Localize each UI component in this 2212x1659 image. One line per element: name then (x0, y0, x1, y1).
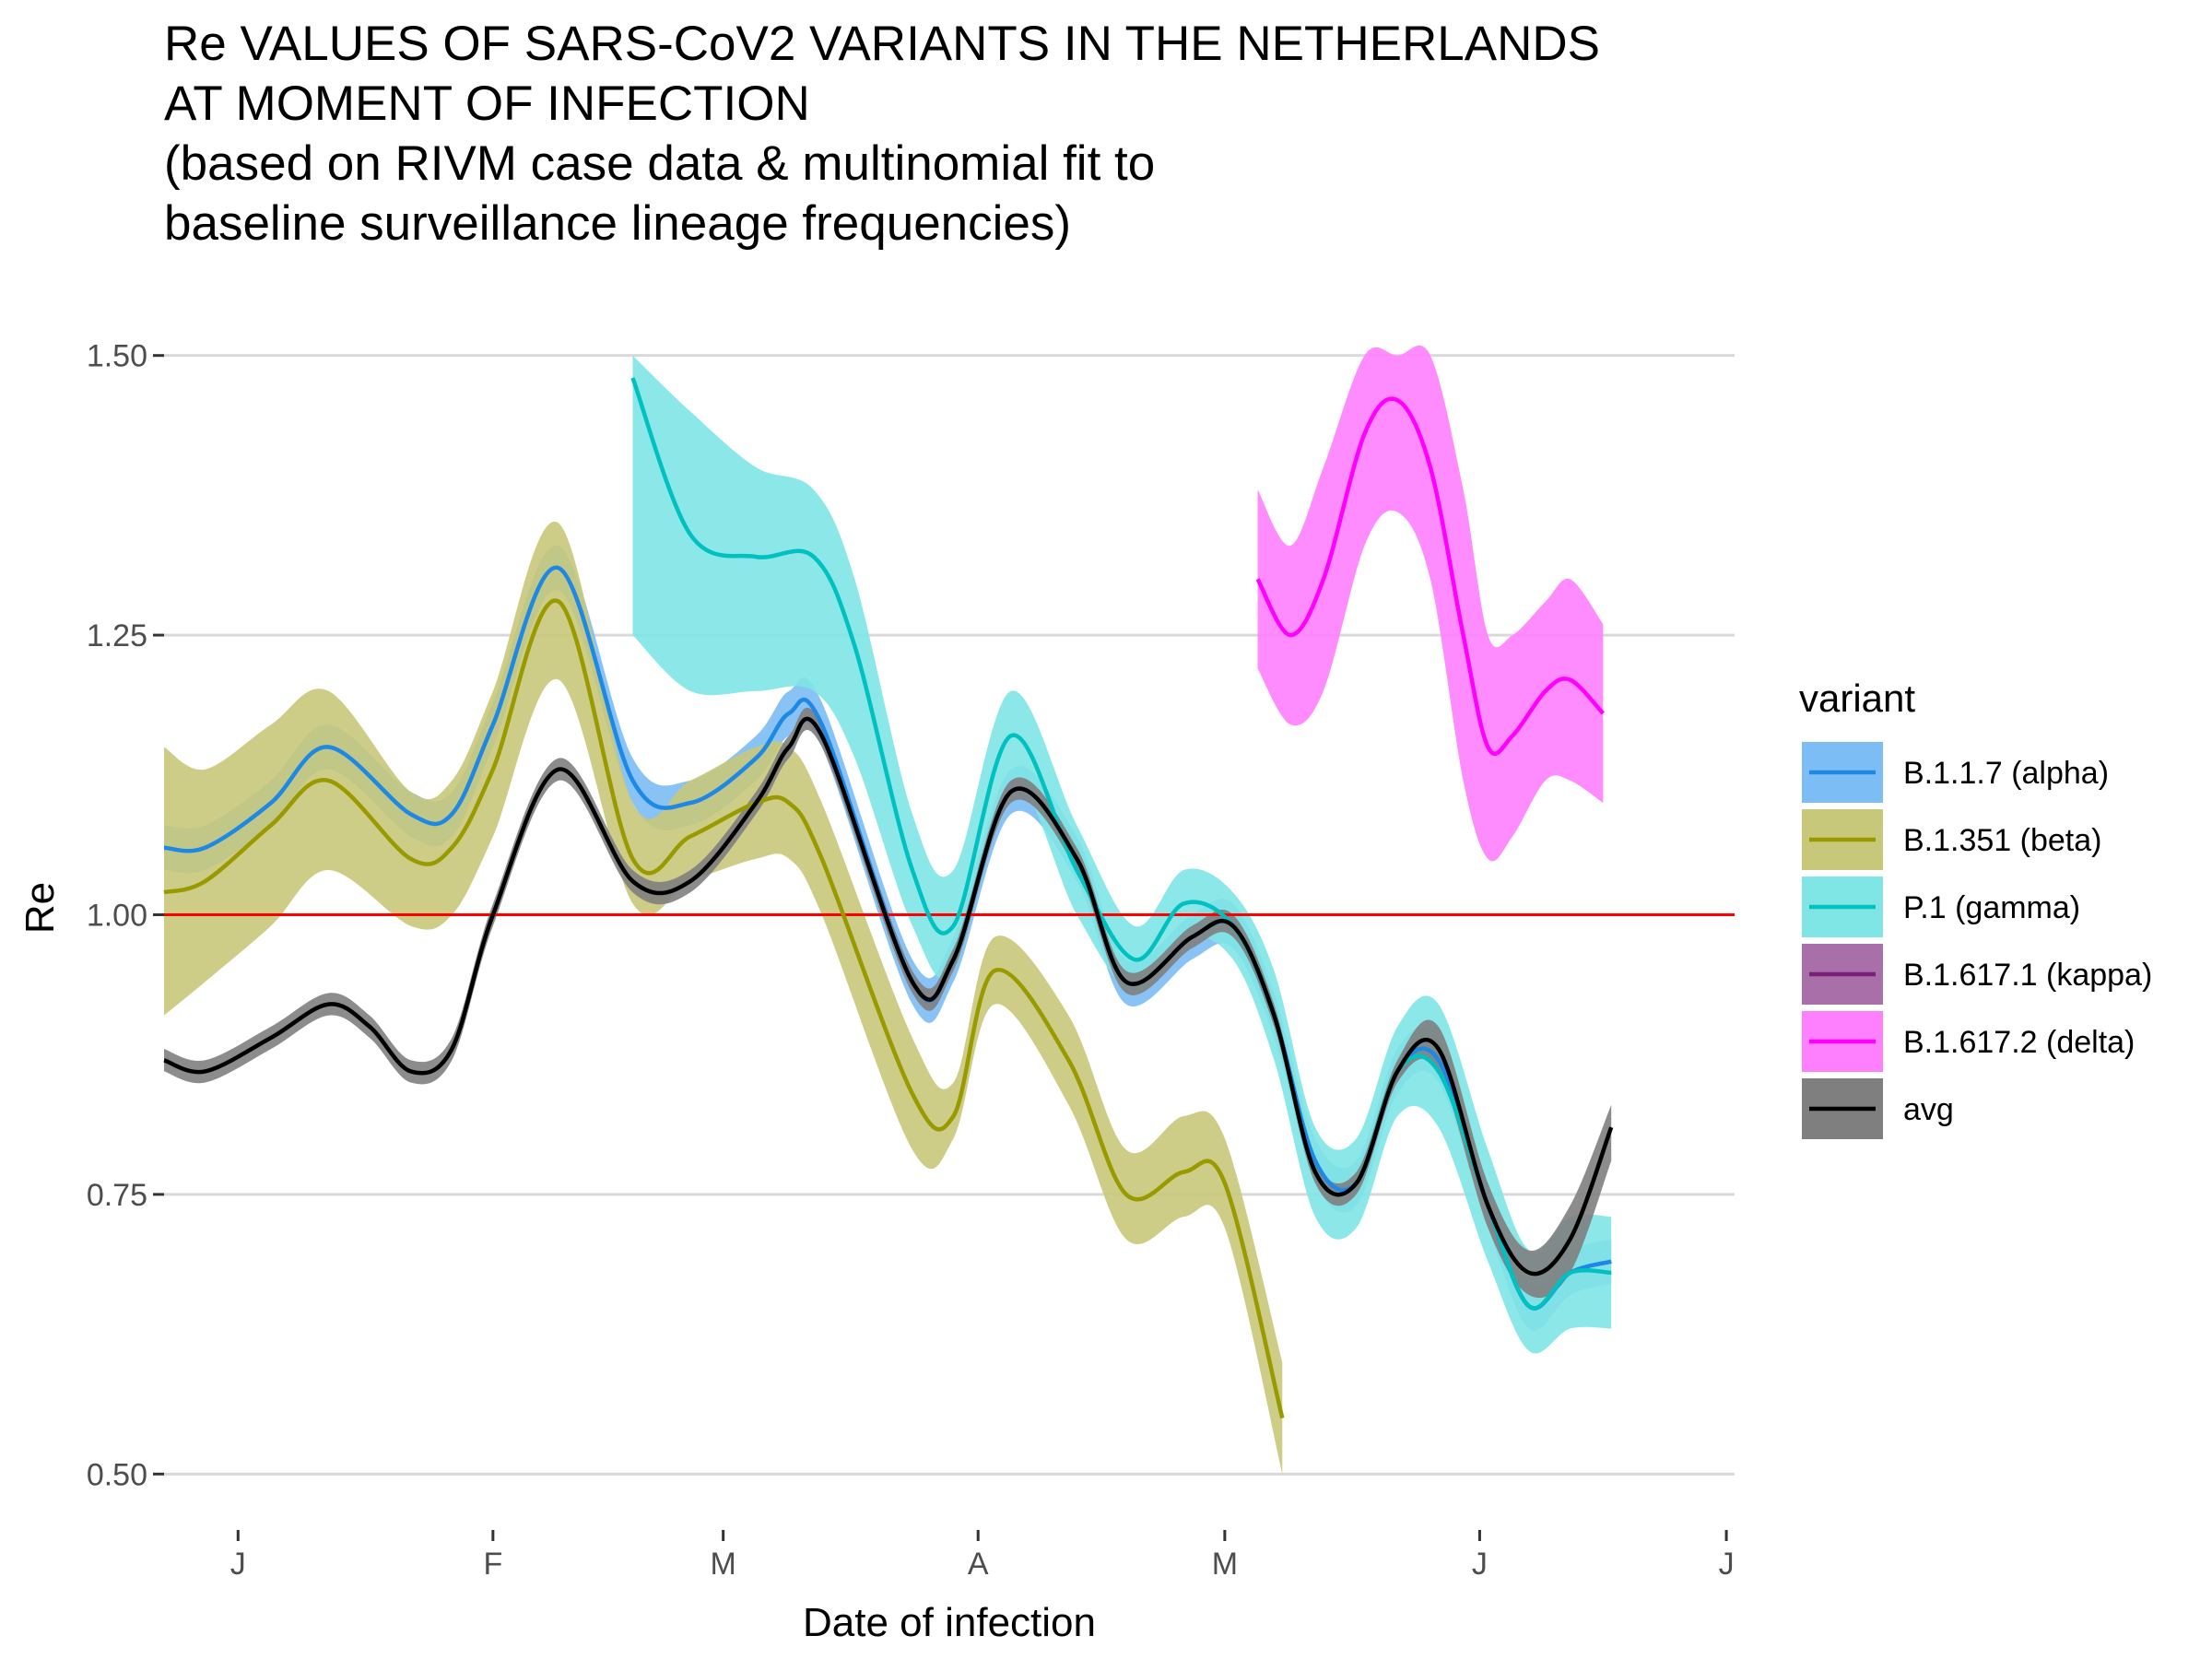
x-tick-label: J (1719, 1547, 1735, 1582)
line-b-1-617-2-delta (1255, 396, 1605, 756)
legend-label: B.1.1.7 (alpha) (1903, 756, 2109, 791)
line-p-1-gamma (630, 377, 1612, 1311)
x-tick-label: A (968, 1547, 989, 1582)
legend-label: B.1.351 (beta) (1903, 823, 2101, 858)
legend-title: variant (1799, 677, 1915, 720)
y-tick-label: 1.25 (87, 618, 147, 653)
y-tick-label: 0.50 (87, 1457, 147, 1492)
y-axis: 0.50 0.75 1.00 1.25 1.50 (87, 339, 164, 1492)
legend-label: B.1.617.2 (delta) (1903, 1025, 2135, 1060)
x-tick-label: M (710, 1547, 735, 1582)
legend-label: P.1 (gamma) (1903, 890, 2080, 925)
title-line-3: (based on RIVM case data & multinomial f… (164, 136, 1155, 191)
x-tick-label: J (1472, 1547, 1488, 1582)
x-tick-label: F (483, 1547, 502, 1582)
series-lines (163, 377, 1614, 1419)
legend-label: avg (1903, 1092, 1954, 1127)
legend: variant B.1.1.7 (alpha) B.1.351 (beta) P.1… (1799, 677, 2152, 1139)
y-tick-label: 1.00 (87, 899, 147, 934)
y-tick-label: 1.50 (87, 339, 147, 374)
x-axis-title: Date of infection (803, 1600, 1096, 1645)
title-line-4: baseline surveillance lineage frequencie… (164, 196, 1071, 251)
line-b-1-351-beta (163, 598, 1285, 1419)
band-b-1-1-7-alpha (164, 545, 1612, 1331)
legend-label: B.1.617.1 (kappa) (1903, 958, 2152, 993)
x-tick-label: J (230, 1547, 246, 1582)
y-axis-title: Re (18, 882, 63, 934)
title-line-1: Re VALUES OF SARS-CoV2 VARIANTS IN THE N… (164, 17, 1600, 71)
chart-title: Re VALUES OF SARS-CoV2 VARIANTS IN THE N… (164, 17, 1600, 251)
line-avg (163, 716, 1614, 1277)
x-tick-label: M (1212, 1547, 1238, 1582)
title-line-2: AT MOMENT OF INFECTION (164, 76, 810, 131)
y-tick-label: 0.75 (87, 1178, 147, 1213)
